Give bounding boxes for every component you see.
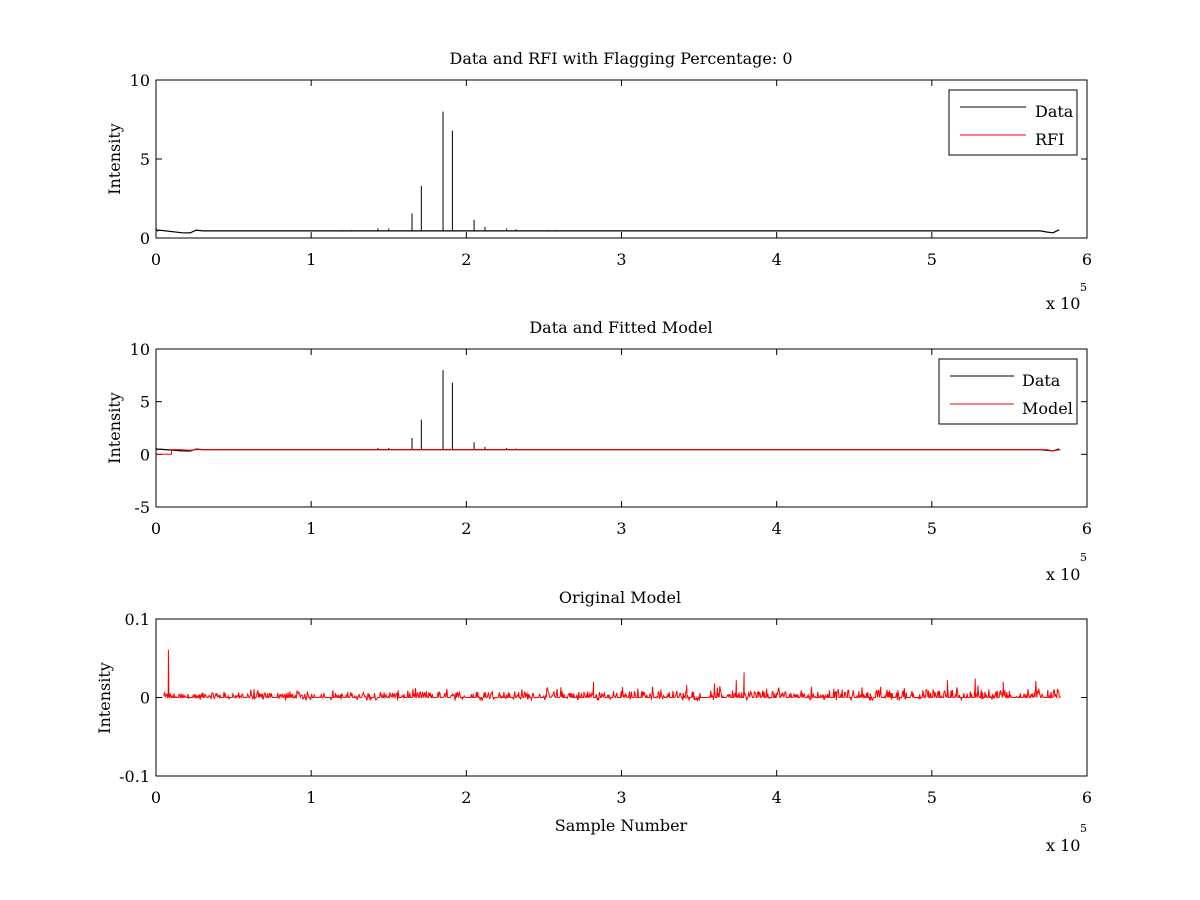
panel-1-ytick-label: 10: [130, 71, 150, 90]
panel-3: Original Model Intensity 0 1 2 3 4 5 6-0.100.1…: [95, 588, 1092, 855]
panel-3-xtick-label: 4: [772, 788, 782, 807]
panel-2: Data and Fitted Model Intensity 0 1 2 3 4 5 6 -…: [105, 318, 1092, 584]
panel-1-legend-box: [948, 89, 1078, 156]
panel-1-xtick-label: 6: [1082, 250, 1092, 269]
panel-2-legend-data-label: Data: [1022, 371, 1061, 390]
panel-1-plot-area: [155, 111, 1060, 234]
panel-1-x-multiplier: x 10: [1046, 294, 1080, 313]
panel-1-xtick-label: 5: [927, 250, 937, 269]
panel-3-xtick-label: 1: [306, 788, 316, 807]
panel-3-x-multiplier: x 10: [1046, 836, 1080, 855]
panel-1-ytick-label: 5: [140, 150, 150, 169]
panel-1-ytick-label: 0: [140, 229, 150, 248]
panel-2-x-multiplier: x 10: [1046, 565, 1080, 584]
panel-1-legend: Data RFI: [948, 89, 1078, 156]
panel-3-series-0-trace: [163, 649, 1061, 703]
panel-2-xtick-label: 0: [151, 519, 161, 538]
panel-2-xtick-label: 6: [1082, 519, 1092, 538]
panel-3-xtick-label: 5: [927, 788, 937, 807]
panel-2-axes-frame: [155, 348, 1088, 508]
panel-3-xtick-label: 0: [151, 788, 161, 807]
panel-2-ylabel: Intensity: [105, 392, 124, 464]
panel-1-xtick-label: 4: [772, 250, 782, 269]
panel-3-axes-frame: [155, 618, 1088, 777]
panel-2-xtick-label: 1: [306, 519, 316, 538]
panel-1-legend-data-label: Data: [1035, 102, 1074, 121]
panel-1-ylabel: Intensity: [105, 123, 124, 195]
panel-2-x-multiplier-exponent: 5: [1080, 551, 1087, 564]
panel-1-xtick-label: 1: [306, 250, 316, 269]
panel-3-ytick-label: 0.1: [125, 610, 150, 629]
panel-2-plot-area: [155, 370, 1061, 455]
panel-2-xtick-label: 4: [772, 519, 782, 538]
panel-2-xtick-label: 2: [461, 519, 471, 538]
panel-1-x-multiplier-exponent: 5: [1080, 281, 1087, 294]
panel-3-x-multiplier-exponent: 5: [1080, 822, 1087, 835]
panel-1-xtick-label: 2: [461, 250, 471, 269]
panel-2-legend-box: [938, 358, 1078, 425]
panel-2-xtick-label: 3: [616, 519, 626, 538]
panel-2-xtick-label: 5: [927, 519, 937, 538]
panel-1-legend-rfi-label: RFI: [1035, 130, 1064, 149]
panel-2-ytick-label: 10: [130, 340, 150, 359]
panel-1-xtick-label: 3: [616, 250, 626, 269]
panel-1-axes-frame: [155, 79, 1088, 239]
panel-2-legend: Data Model: [938, 358, 1078, 425]
panel-2-ytick-label: -5: [134, 498, 150, 517]
panel-2-ytick-label: 5: [140, 393, 150, 412]
panel-3-ytick-label: -0.1: [119, 767, 150, 786]
panel-2-series-1-line: [155, 449, 1061, 455]
panel-3-xtick-label: 6: [1082, 788, 1092, 807]
panel-3-plot-area: [163, 649, 1061, 703]
panel-2-ytick-label: 0: [140, 445, 150, 464]
panel-3-xtick-label: 2: [461, 788, 471, 807]
panel-2-legend-model-label: Model: [1022, 399, 1073, 418]
panel-2-title: Data and Fitted Model: [529, 318, 712, 337]
panel-3-xlabel: Sample Number: [555, 816, 688, 835]
panel-3-ylabel: Intensity: [95, 662, 114, 734]
panel-1-title: Data and RFI with Flagging Percentage: 0: [449, 49, 792, 68]
panel-3-title: Original Model: [559, 588, 681, 607]
panel-3-ytick-label: 0: [140, 689, 150, 708]
panel-1-xtick-label: 0: [151, 250, 161, 269]
panel-1-series-0-baseline: [155, 228, 1060, 234]
panel-1: Data and RFI with Flagging Percentage: 0…: [105, 49, 1092, 313]
panel-3-xtick-label: 3: [616, 788, 626, 807]
